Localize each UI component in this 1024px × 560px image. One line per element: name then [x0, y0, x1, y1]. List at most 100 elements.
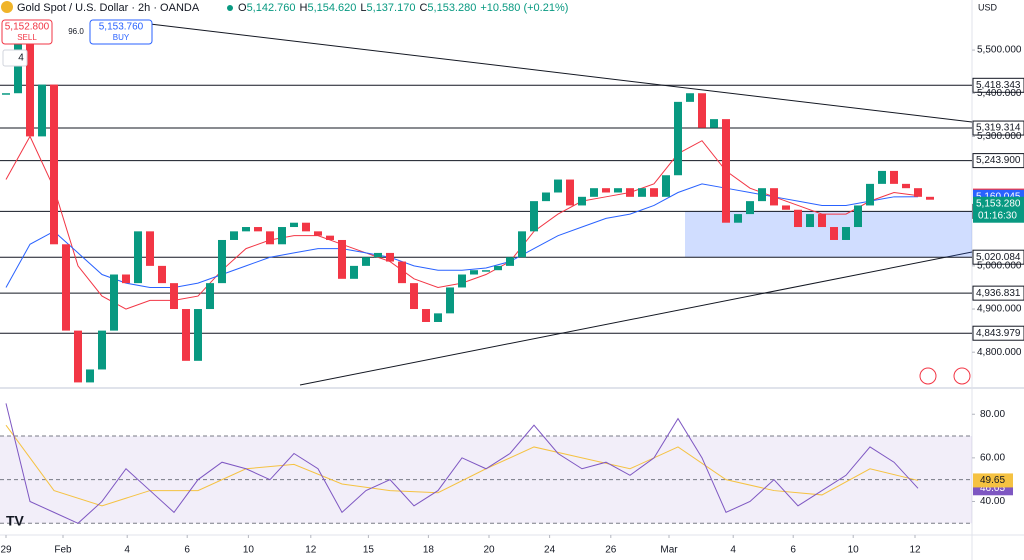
candle	[554, 179, 562, 193]
x-tick-label: 10	[243, 545, 255, 556]
candle	[290, 222, 298, 228]
logo: TV	[6, 513, 25, 529]
level-label-box	[972, 120, 1024, 136]
sell-price: 5,152.800	[5, 22, 50, 33]
support-zone	[685, 211, 972, 258]
candle	[266, 231, 274, 245]
buy-price: 5,153.760	[99, 22, 144, 33]
sell-button[interactable]	[1, 19, 53, 45]
candle	[722, 119, 730, 223]
candle	[398, 261, 406, 284]
x-tick-label: 29	[0, 545, 12, 556]
level-label-box	[972, 285, 1024, 301]
candle	[674, 101, 682, 176]
candle	[170, 283, 178, 310]
candle	[158, 265, 166, 284]
candle	[590, 188, 598, 197]
rsi-marker	[973, 473, 1013, 488]
candle	[614, 188, 622, 193]
level-label-box	[972, 249, 1024, 265]
candle	[374, 252, 382, 258]
buy-button[interactable]	[89, 19, 153, 45]
candle	[254, 227, 262, 232]
candle	[662, 175, 670, 197]
candle	[446, 287, 454, 314]
candle	[854, 205, 862, 228]
candle	[650, 188, 658, 197]
y-tick-label: 5,300.000	[977, 131, 1022, 142]
ohlc: O5,142.760 H5,154.620 L5,137.170 C5,153.280…	[238, 2, 568, 14]
candle	[278, 227, 286, 245]
event-icon[interactable]	[919, 367, 937, 385]
x-tick-label: 10	[848, 545, 860, 556]
candle	[110, 274, 118, 331]
level-label-box	[972, 153, 1024, 169]
candle	[698, 93, 706, 128]
sell-label: SELL	[17, 33, 37, 42]
candle	[410, 283, 418, 310]
candle	[50, 84, 58, 245]
candle	[98, 330, 106, 370]
event-icon[interactable]	[953, 367, 971, 385]
countdown: 01:16:30	[978, 210, 1017, 221]
trend-line	[149, 23, 973, 123]
candle	[830, 227, 838, 240]
candle	[494, 265, 502, 271]
x-tick-label: 20	[483, 545, 495, 556]
y-tick-label: 4,900.000	[977, 304, 1022, 315]
candle	[230, 231, 238, 240]
y-tick-label: 60.00	[980, 452, 1005, 463]
candle	[926, 196, 934, 200]
candle	[458, 274, 466, 288]
candle	[626, 188, 634, 197]
buy-label: BUY	[113, 33, 130, 42]
candle	[842, 227, 850, 240]
trend-line	[299, 251, 973, 386]
rsi-line	[5, 424, 919, 507]
candle	[62, 244, 70, 331]
candle	[506, 257, 514, 266]
indicator-toggle[interactable]	[2, 49, 28, 67]
candle	[38, 84, 46, 137]
x-tick-label: 6	[790, 545, 796, 556]
y-tick-label: 5,400.000	[977, 88, 1022, 99]
candle	[518, 231, 526, 258]
candle	[602, 188, 610, 193]
candle	[122, 274, 130, 284]
x-tick-label: 4	[124, 545, 130, 556]
x-tick-label: 26	[605, 545, 617, 556]
rsi-line	[5, 403, 919, 524]
level-label: 5,418.343	[976, 80, 1021, 91]
x-tick-label: Mar	[660, 545, 678, 556]
level-label: 4,936.831	[976, 288, 1021, 299]
candle	[902, 183, 910, 189]
x-tick-label: 18	[423, 545, 435, 556]
candle	[146, 231, 154, 266]
candle	[530, 201, 538, 232]
candle	[782, 205, 790, 210]
candle	[350, 265, 358, 279]
candle	[218, 239, 226, 284]
candle	[86, 369, 94, 383]
x-tick-label: 4	[730, 545, 736, 556]
candle	[314, 231, 322, 236]
candle	[866, 183, 874, 206]
candle	[770, 188, 778, 206]
candle	[338, 239, 346, 279]
rsi-marker-label: 46.05	[980, 483, 1005, 494]
y-tick-label: 4,800.000	[977, 347, 1022, 358]
x-tick-label: 24	[544, 545, 556, 556]
candle	[638, 188, 646, 197]
symbol-title: Gold Spot / U.S. Dollar · 2h · OANDA	[17, 2, 200, 14]
candle	[686, 93, 694, 102]
level-label: 5,319.314	[976, 123, 1021, 134]
candle	[758, 188, 766, 202]
y-tick-label: 5,000.000	[977, 261, 1022, 272]
indicator-count: 4	[18, 53, 24, 64]
y-tick-label: 5,500.000	[977, 45, 1022, 56]
candle	[818, 214, 826, 228]
candle	[134, 231, 142, 284]
y-tick-label: 80.00	[980, 409, 1005, 420]
candle	[878, 170, 886, 184]
